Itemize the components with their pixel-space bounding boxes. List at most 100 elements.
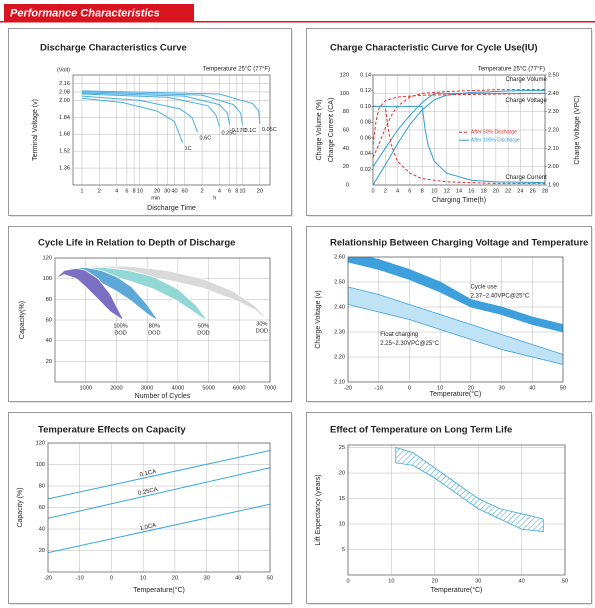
x-tick-label: 24 <box>517 188 523 194</box>
chart-title: Temperature Effects on Capacity <box>38 425 186 436</box>
series-line <box>81 97 183 143</box>
y-tick-label: 20 <box>339 471 345 477</box>
x-tick-label: 30 <box>498 385 504 391</box>
y-axis-title: Capacity(%) <box>19 301 26 339</box>
y-axis-title: Terminal Voltage (v) <box>32 99 39 161</box>
x-tick-label: 30 <box>475 578 481 584</box>
x-tick-label: 50 <box>560 385 566 391</box>
annotation: Charge Voltage <box>505 98 547 104</box>
plot-frame <box>347 444 566 576</box>
x-tick-label: 10 <box>137 188 143 194</box>
y-tick-label: 120 <box>43 255 52 261</box>
x-tick-label: 4 <box>218 188 221 194</box>
y-tick-label: 1.68 <box>59 132 70 138</box>
x-tick-label: 4 <box>396 188 399 194</box>
chart-title: Relationship Between Charging Voltage an… <box>330 238 588 249</box>
x-tick-label: -20 <box>44 575 52 581</box>
series-layer <box>48 450 270 554</box>
panel-frame <box>306 412 592 604</box>
x-tick-label: 60 <box>182 188 188 194</box>
x-unit: h <box>213 195 216 201</box>
series-label: 0.25CA <box>138 487 159 497</box>
y-tick-label: 10 <box>339 522 345 528</box>
y-tick-label: 2.10 <box>548 146 559 152</box>
x-tick-label: 40 <box>171 188 177 194</box>
chart-title: Charge Characteristic Curve for Cycle Us… <box>330 43 538 54</box>
x-tick-label: 8 <box>421 188 424 194</box>
x-tick-label: 8 <box>133 188 136 194</box>
panel-frame <box>306 28 592 216</box>
y-tick-label: 1.52 <box>59 149 70 155</box>
x-tick-label: 2000 <box>110 385 122 391</box>
x-axis-title: Discharge Time <box>147 205 196 212</box>
x-tick-label: 3000 <box>141 385 153 391</box>
series-line <box>373 92 545 167</box>
y-tick-label: 0.14 <box>360 72 371 78</box>
x-tick-label: 7000 <box>264 385 276 391</box>
y-tick-label: 100 <box>36 462 45 468</box>
x-tick-label: -10 <box>375 385 383 391</box>
series-label: 1C <box>184 146 191 152</box>
x-tick-label: 1000 <box>79 385 91 391</box>
annotation: Charge Current <box>505 175 547 181</box>
x-tick-label: 22 <box>505 188 511 194</box>
note: Temperature 25°C (77°F) <box>203 67 270 73</box>
series-line <box>48 503 270 554</box>
x-tick-label: 20 <box>493 188 499 194</box>
x-tick-label: 40 <box>529 385 535 391</box>
chart-panel: Temperature Effects on Capacity -20 -10 0 10… <box>8 412 293 605</box>
x-tick-label: 0 <box>371 188 374 194</box>
x-tick-label: -10 <box>76 575 84 581</box>
y-tick-label: 2.30 <box>334 329 345 335</box>
y-tick-label: 0.06 <box>360 135 371 141</box>
x-axis-title: Number of Cycles <box>135 393 191 400</box>
x-axis-title: Temperature(°C) <box>430 390 482 398</box>
y-tick-label: 60 <box>343 127 349 133</box>
x-unit: min <box>151 195 160 201</box>
chart-title: Discharge Characteristics Curve <box>40 43 187 54</box>
annotation: 2.37~2.40VPC@25°C <box>471 293 530 299</box>
band-label: 100% <box>113 323 127 329</box>
y-tick-label: 2.00 <box>548 164 559 170</box>
y-tick-label: 2.16 <box>59 81 70 87</box>
plot-frame <box>47 442 271 573</box>
x-tick-label: 12 <box>444 188 450 194</box>
x-tick-label: 10 <box>140 575 146 581</box>
header-tab <box>4 4 194 22</box>
x-tick-label: 0 <box>408 385 411 391</box>
band <box>55 267 123 321</box>
x-tick-label: -20 <box>344 385 352 391</box>
band-label: DOD <box>197 330 209 336</box>
y-unit: (Volt) <box>57 67 70 73</box>
chart-panel: Charge Characteristic Curve for Cycle Us… <box>306 28 593 217</box>
y-axis-title: Charge Current (CA) <box>328 98 335 163</box>
chart-panel: Relationship Between Charging Voltage an… <box>306 226 593 403</box>
band-label: 80% <box>149 323 160 329</box>
y-tick-label: 2.50 <box>548 72 559 78</box>
series-line <box>81 95 198 133</box>
y-tick-label: 1.36 <box>59 166 70 172</box>
y-tick-label: 40 <box>343 146 349 152</box>
y-tick-label: 1.90 <box>548 182 559 188</box>
y-tick-label: 0.10 <box>360 104 371 110</box>
x-tick-label: 16 <box>468 188 474 194</box>
y-tick-label: 60 <box>46 317 52 323</box>
y-tick-label: 20 <box>46 359 52 365</box>
series-line <box>81 91 243 125</box>
y-tick-label: 2.60 <box>334 254 345 260</box>
x-tick-label: 2 <box>98 188 101 194</box>
x-tick-label: 20 <box>172 575 178 581</box>
legend-label: After 100% Discharge <box>471 138 520 144</box>
y-tick-label: 0.08 <box>360 120 371 126</box>
y-tick-label: 25 <box>339 445 345 451</box>
y-tick-label: 80 <box>46 297 52 303</box>
y-tick-label: 0 <box>346 182 349 188</box>
y-tick-label: 120 <box>36 440 45 446</box>
series-line <box>48 450 270 500</box>
x-tick-label: 6 <box>408 188 411 194</box>
y-axis-title: Capacity (%) <box>17 487 24 527</box>
band-label: 50% <box>198 323 209 329</box>
series-label: 0.25C <box>221 130 236 136</box>
y-tick-label: 2.50 <box>334 279 345 285</box>
x-tick-label: 2 <box>384 188 387 194</box>
